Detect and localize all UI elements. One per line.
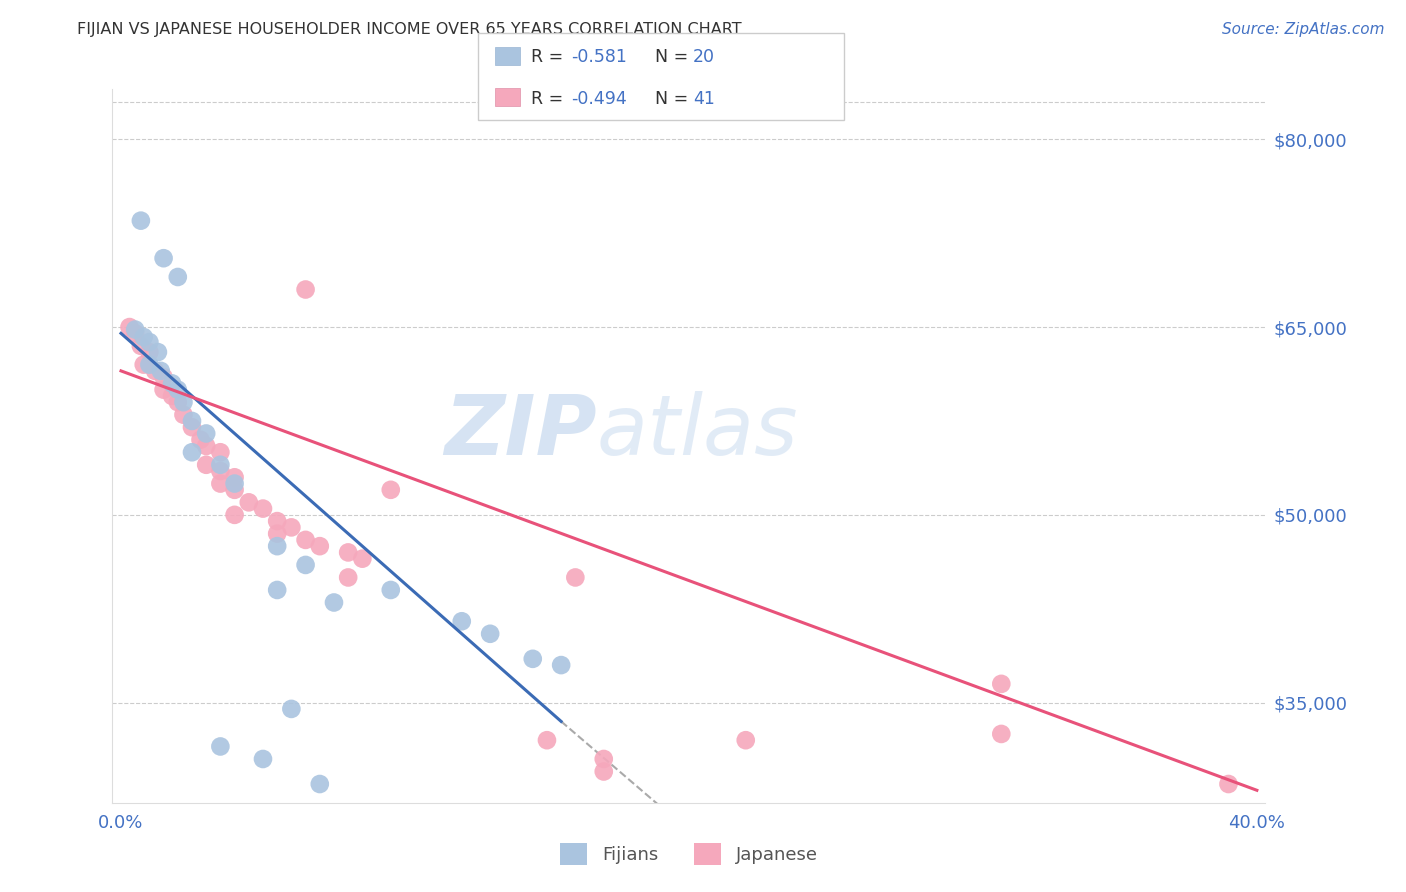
Point <box>129 213 152 227</box>
Point <box>209 445 232 459</box>
Point <box>152 383 174 397</box>
Point <box>252 501 274 516</box>
Point <box>181 420 204 434</box>
Point <box>209 464 232 478</box>
Point <box>118 320 141 334</box>
Point <box>124 322 146 336</box>
Point <box>143 364 166 378</box>
Point <box>252 752 274 766</box>
Point <box>146 345 169 359</box>
Point <box>266 514 288 528</box>
Point <box>308 539 330 553</box>
Point <box>1218 777 1240 791</box>
Text: N =: N = <box>655 89 695 108</box>
Point <box>138 345 160 359</box>
Point <box>380 483 402 497</box>
Point <box>152 251 174 265</box>
Point <box>294 558 316 572</box>
Point <box>224 483 246 497</box>
Point <box>266 526 288 541</box>
Point <box>734 733 756 747</box>
Point <box>479 627 502 641</box>
Point <box>380 582 402 597</box>
Point <box>160 389 183 403</box>
Point <box>238 495 260 509</box>
Point <box>450 614 472 628</box>
Point <box>195 439 218 453</box>
Point <box>172 395 194 409</box>
Point <box>209 458 232 472</box>
Text: -0.581: -0.581 <box>571 48 627 67</box>
Point <box>550 658 572 673</box>
Legend: Fijians, Japanese: Fijians, Japanese <box>560 843 818 865</box>
Point <box>132 358 155 372</box>
Point <box>990 677 1012 691</box>
Point <box>266 582 288 597</box>
Point <box>129 339 152 353</box>
Point <box>195 458 218 472</box>
Point <box>337 570 360 584</box>
Point <box>224 476 246 491</box>
Text: ZIP: ZIP <box>444 392 596 472</box>
Point <box>195 426 218 441</box>
Point <box>138 358 160 372</box>
Point <box>224 508 246 522</box>
Point <box>592 752 614 766</box>
Point <box>209 476 232 491</box>
Point <box>280 520 302 534</box>
Point <box>522 652 544 666</box>
Point <box>294 533 316 547</box>
Point <box>990 727 1012 741</box>
Point <box>160 376 183 391</box>
Point <box>564 570 586 584</box>
Point <box>166 395 188 409</box>
Point <box>294 283 316 297</box>
Point <box>266 539 288 553</box>
Point <box>352 551 374 566</box>
Text: 20: 20 <box>693 48 716 67</box>
Point <box>209 739 232 754</box>
Point <box>166 383 188 397</box>
Text: N =: N = <box>655 48 695 67</box>
Point <box>224 470 246 484</box>
Point <box>190 433 212 447</box>
Point <box>592 764 614 779</box>
Text: Source: ZipAtlas.com: Source: ZipAtlas.com <box>1222 22 1385 37</box>
Text: 41: 41 <box>693 89 716 108</box>
Point <box>280 702 302 716</box>
Point <box>132 330 155 344</box>
Text: R =: R = <box>531 89 569 108</box>
Point <box>181 445 204 459</box>
Point <box>172 408 194 422</box>
Point <box>323 595 346 609</box>
Point <box>152 370 174 384</box>
Text: atlas: atlas <box>596 392 799 472</box>
Point <box>337 545 360 559</box>
Point <box>149 364 172 378</box>
Text: R =: R = <box>531 48 569 67</box>
Point <box>536 733 558 747</box>
Point <box>124 326 146 341</box>
Point <box>138 335 160 350</box>
Text: -0.494: -0.494 <box>571 89 627 108</box>
Point <box>308 777 330 791</box>
Point <box>166 270 188 285</box>
Text: FIJIAN VS JAPANESE HOUSEHOLDER INCOME OVER 65 YEARS CORRELATION CHART: FIJIAN VS JAPANESE HOUSEHOLDER INCOME OV… <box>77 22 742 37</box>
Point <box>181 414 204 428</box>
